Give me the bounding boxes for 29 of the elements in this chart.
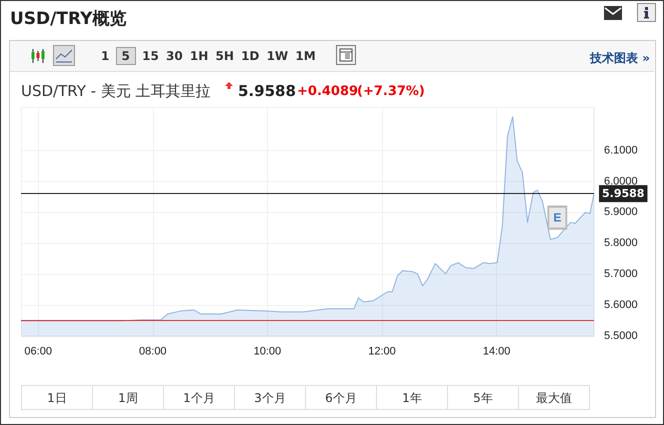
text: +0.4089	[297, 84, 358, 99]
y-tick-label: 6.0000	[604, 175, 638, 188]
chart-subtitle: USD/TRY - 美元 土耳其里拉	[21, 82, 211, 101]
y-tick-label: 6.1000	[604, 144, 638, 156]
x-tick-label: 08:00	[139, 346, 167, 358]
text: 技术图表 »	[590, 50, 650, 67]
y-tick-label: 5.8000	[604, 237, 638, 250]
y-tick-label: 5.9000	[604, 206, 638, 218]
text: 6个月	[305, 385, 377, 410]
y-tick-label: 5.7000	[604, 268, 638, 280]
x-tick-label: 06:00	[24, 346, 52, 358]
text: 1个月	[163, 385, 235, 410]
annotation: E	[553, 210, 562, 225]
text: 3个月	[234, 385, 306, 410]
y-tick-label: 5.6000	[604, 299, 638, 312]
text: 1年	[376, 385, 448, 410]
x-tick-label: 10:00	[254, 346, 282, 358]
text: 1周	[92, 385, 164, 410]
text: 1 5 15 30 1H 5H 1D 1W 1M	[101, 49, 316, 63]
chart-title: USD/TRY概览	[10, 8, 126, 30]
y-tick-label: 5.5000	[604, 330, 638, 342]
text: (+7.37%)	[357, 84, 425, 99]
x-tick-label: 14:00	[482, 346, 510, 358]
text: 5年	[447, 385, 519, 410]
x-tick-label: 12:00	[368, 346, 396, 358]
text: 5.9588	[238, 82, 296, 100]
text: 1日	[21, 385, 93, 410]
ref-line-label: 5.9588	[602, 187, 644, 200]
text: 最大值	[518, 385, 590, 410]
